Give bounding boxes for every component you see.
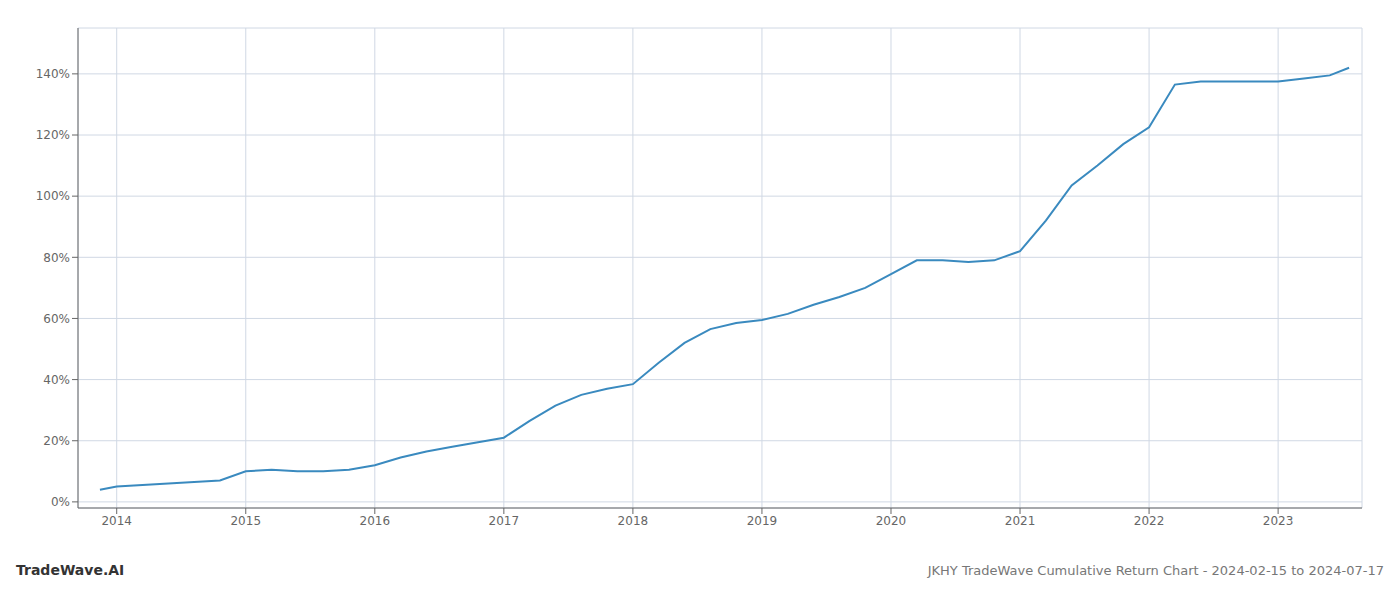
svg-text:2021: 2021: [1005, 514, 1036, 528]
svg-text:100%: 100%: [36, 189, 70, 203]
svg-text:2018: 2018: [618, 514, 649, 528]
html-text:JKHY TradeWave Cumulative Retu: JKHY TradeWave Cumulative Return Chart -…: [927, 563, 1384, 578]
svg-text:120%: 120%: [36, 128, 70, 142]
svg-text:80%: 80%: [43, 251, 70, 265]
svg-text:2019: 2019: [747, 514, 778, 528]
svg-text:2016: 2016: [360, 514, 391, 528]
svg-text:20%: 20%: [43, 434, 70, 448]
svg-text:2015: 2015: [230, 514, 261, 528]
svg-text:60%: 60%: [43, 312, 70, 326]
svg-text:2020: 2020: [876, 514, 907, 528]
svg-text:0%: 0%: [51, 495, 70, 509]
svg-text:2014: 2014: [101, 514, 132, 528]
html-text:TradeWave.AI: TradeWave.AI: [16, 562, 125, 578]
svg-text:2023: 2023: [1263, 514, 1294, 528]
svg-text:2022: 2022: [1134, 514, 1165, 528]
svg-text:140%: 140%: [36, 67, 70, 81]
svg-text:2017: 2017: [489, 514, 520, 528]
svg-text:40%: 40%: [43, 373, 70, 387]
